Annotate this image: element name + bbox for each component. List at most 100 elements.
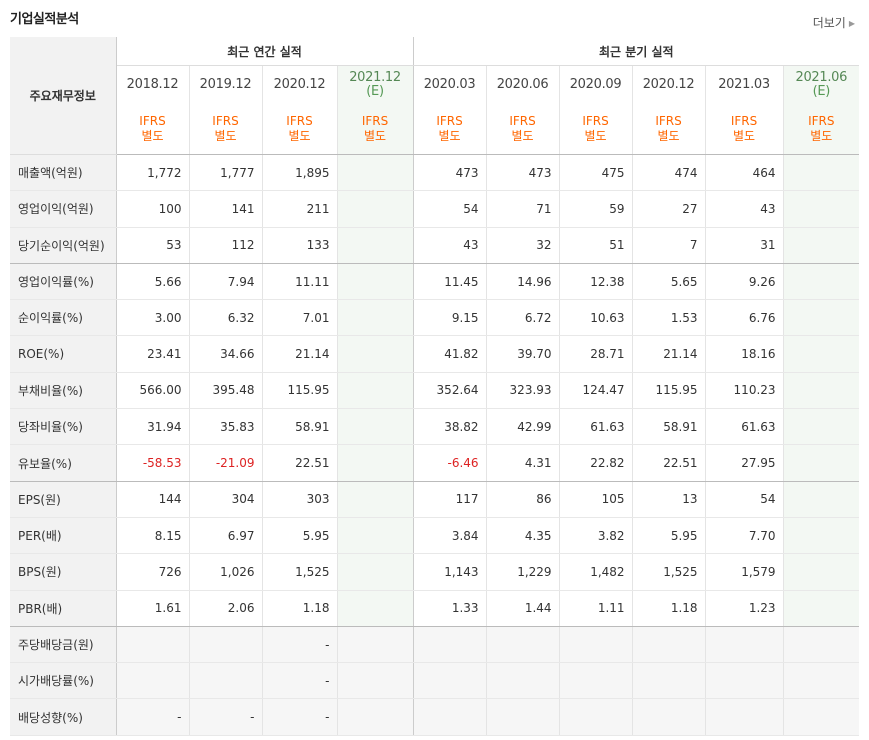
value-cell: 303 bbox=[261, 481, 337, 518]
value-cell bbox=[336, 626, 414, 664]
period-date: 2021.03 bbox=[718, 77, 770, 92]
ifrs-label: IFRS bbox=[286, 114, 313, 128]
value-cell: 14.96 bbox=[485, 263, 560, 301]
value-cell bbox=[485, 698, 560, 736]
value-cell: 133 bbox=[261, 227, 337, 264]
value-cell bbox=[558, 662, 633, 700]
value-cell: 124.47 bbox=[558, 372, 633, 410]
value-cell: 1.33 bbox=[413, 590, 487, 627]
value-cell bbox=[336, 227, 414, 264]
period-header: 2020.09 bbox=[558, 65, 633, 104]
row-label: 부채비율(%) bbox=[10, 372, 117, 410]
basis-label: 별도 bbox=[288, 129, 311, 143]
row-label: ROE(%) bbox=[10, 335, 117, 373]
value-cell bbox=[631, 662, 706, 700]
value-cell bbox=[782, 590, 860, 627]
value-cell bbox=[336, 263, 414, 301]
value-cell: 7 bbox=[631, 227, 706, 264]
value-cell bbox=[336, 190, 414, 228]
value-cell: 27.95 bbox=[704, 444, 784, 482]
period-date: 2020.09 bbox=[569, 77, 622, 92]
value-cell: 115.95 bbox=[261, 372, 337, 410]
value-cell: 41.82 bbox=[413, 335, 487, 373]
ifrs-label: IFRS bbox=[361, 114, 389, 128]
value-cell bbox=[485, 662, 560, 700]
value-cell: 1,525 bbox=[261, 553, 337, 591]
table-row: 유보율(%) -58.53 -21.09 22.51 -6.46 4.31 22.82 22.… bbox=[10, 444, 860, 482]
table-row: BPS(원) 726 1,026 1,525 1,143 1,229 1,482 1,525 1… bbox=[10, 553, 860, 591]
period-date: 2021.12 bbox=[349, 70, 401, 85]
table-row: EPS(원) 144 304 303 117 86 105 13 54 bbox=[10, 481, 860, 518]
value-cell: 144 bbox=[116, 481, 189, 518]
value-cell: 1,777 bbox=[188, 154, 262, 192]
value-cell: 726 bbox=[116, 553, 189, 591]
value-cell bbox=[704, 626, 784, 664]
value-cell: 5.95 bbox=[631, 517, 706, 555]
table-row: 당기순이익(억원) 53 112 133 43 32 51 7 31 bbox=[10, 227, 860, 264]
value-cell bbox=[631, 626, 706, 664]
period-date: 2020.12 bbox=[273, 77, 326, 92]
estimate-tag: (E) bbox=[812, 84, 831, 99]
basis-label: 별도 bbox=[214, 129, 237, 143]
value-cell: 11.11 bbox=[261, 263, 337, 301]
ifrs-label: IFRS bbox=[509, 114, 536, 128]
value-cell: 112 bbox=[188, 227, 262, 264]
value-cell: 22.82 bbox=[558, 444, 633, 482]
value-cell: 141 bbox=[188, 190, 262, 228]
annual-group-header: 최근 연간 실적 bbox=[116, 37, 414, 66]
ifrs-label: IFRS bbox=[655, 114, 682, 128]
value-cell: 51 bbox=[558, 227, 633, 264]
value-cell: 105 bbox=[558, 481, 633, 518]
value-cell: 58.91 bbox=[631, 408, 706, 446]
value-cell bbox=[336, 517, 414, 555]
value-cell: - bbox=[261, 626, 337, 664]
value-cell bbox=[782, 444, 860, 482]
value-cell bbox=[704, 698, 784, 736]
value-cell bbox=[336, 335, 414, 373]
period-header: 2021.06 (E) bbox=[782, 65, 860, 104]
value-cell: 6.32 bbox=[188, 299, 262, 337]
value-cell bbox=[413, 662, 487, 700]
value-cell: 1,482 bbox=[558, 553, 633, 591]
row-label: 순이익률(%) bbox=[10, 299, 117, 337]
value-cell: 3.00 bbox=[116, 299, 189, 337]
value-cell: 10.63 bbox=[558, 299, 633, 337]
value-cell: 21.14 bbox=[631, 335, 706, 373]
value-cell: 7.70 bbox=[704, 517, 784, 555]
more-label: 더보기 bbox=[812, 16, 846, 30]
ifrs-label: IFRS bbox=[212, 114, 239, 128]
row-label: 유보율(%) bbox=[10, 444, 117, 482]
value-cell bbox=[336, 408, 414, 446]
value-cell: -21.09 bbox=[188, 444, 262, 482]
value-cell: 59 bbox=[558, 190, 633, 228]
value-cell bbox=[336, 154, 414, 192]
value-cell: 4.35 bbox=[485, 517, 560, 555]
value-cell: 5.95 bbox=[261, 517, 337, 555]
ifrs-label: IFRS bbox=[139, 114, 166, 128]
accounting-basis: IFRS 별도 bbox=[631, 104, 706, 155]
value-cell: 31.94 bbox=[116, 408, 189, 446]
value-cell: 6.72 bbox=[485, 299, 560, 337]
more-link[interactable]: 더보기 ▶ bbox=[813, 14, 855, 31]
financial-table: 주요재무정보 최근 연간 실적 최근 분기 실적 2018.12 2019.12 2020… bbox=[10, 37, 860, 736]
value-cell: 7.94 bbox=[188, 263, 262, 301]
period-date: 2020.03 bbox=[423, 77, 476, 92]
value-cell: 23.41 bbox=[116, 335, 189, 373]
value-cell: 43 bbox=[704, 190, 784, 228]
table-row: 배당성향(%) - - - bbox=[10, 698, 860, 736]
value-cell: 6.97 bbox=[188, 517, 262, 555]
value-cell bbox=[782, 263, 860, 301]
value-cell: 21.14 bbox=[261, 335, 337, 373]
value-cell: - bbox=[261, 698, 337, 736]
period-header: 2019.12 bbox=[188, 65, 262, 104]
value-cell: 475 bbox=[558, 154, 633, 192]
basis-label: 별도 bbox=[363, 129, 387, 143]
value-cell bbox=[782, 698, 860, 736]
accounting-basis: IFRS 별도 bbox=[188, 104, 262, 155]
value-cell: 117 bbox=[413, 481, 487, 518]
value-cell: 211 bbox=[261, 190, 337, 228]
value-cell: 1.18 bbox=[631, 590, 706, 627]
value-cell: 1.18 bbox=[261, 590, 337, 627]
value-cell: 1.11 bbox=[558, 590, 633, 627]
value-cell bbox=[782, 335, 860, 373]
